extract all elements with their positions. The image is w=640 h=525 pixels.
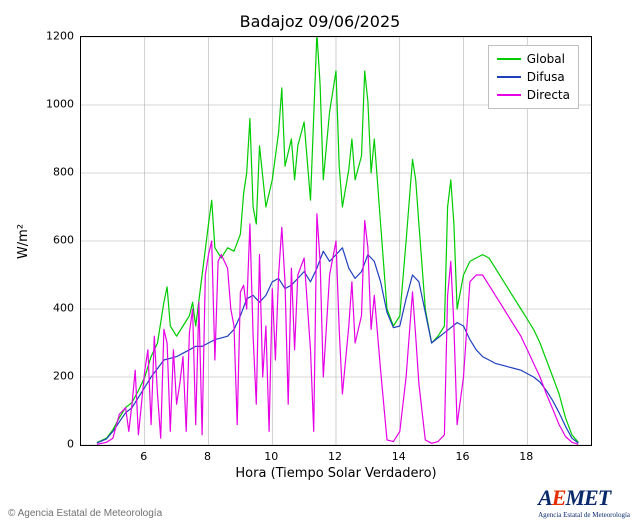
xtick-label: 14 — [392, 450, 406, 463]
chart-title: Badajoz 09/06/2025 — [0, 12, 640, 31]
legend-label: Directa — [527, 86, 570, 104]
ytick-label: 800 — [53, 166, 74, 179]
xtick-label: 18 — [519, 450, 533, 463]
copyright-text: © Agencia Estatal de Meteorología — [8, 508, 162, 519]
xtick-label: 8 — [204, 450, 211, 463]
series-directa — [97, 214, 578, 444]
chart-frame: Badajoz 09/06/2025 W/m² GlobalDifusaDire… — [0, 0, 640, 525]
logo-text: AEMET — [538, 485, 610, 510]
xtick-label: 10 — [264, 450, 278, 463]
aemet-logo: AEMET Agencia Estatal de Meteorología — [538, 485, 630, 519]
ytick-label: 400 — [53, 302, 74, 315]
logo-subtitle: Agencia Estatal de Meteorología — [538, 511, 630, 519]
legend-swatch — [497, 76, 521, 78]
legend-swatch — [497, 58, 521, 60]
legend-item: Global — [497, 50, 570, 68]
xtick-label: 12 — [328, 450, 342, 463]
y-axis-label: W/m² — [14, 36, 34, 446]
ytick-label: 1200 — [46, 30, 74, 43]
ytick-label: 600 — [53, 234, 74, 247]
x-axis-label: Hora (Tiempo Solar Verdadero) — [80, 466, 592, 481]
legend-item: Directa — [497, 86, 570, 104]
legend-item: Difusa — [497, 68, 570, 86]
ytick-label: 0 — [67, 438, 74, 451]
xtick-label: 16 — [456, 450, 470, 463]
xtick-label: 6 — [140, 450, 147, 463]
legend-label: Global — [527, 50, 565, 68]
legend: GlobalDifusaDirecta — [488, 45, 579, 109]
ytick-label: 1000 — [46, 98, 74, 111]
ytick-label: 200 — [53, 370, 74, 383]
plot-area: GlobalDifusaDirecta — [80, 36, 592, 446]
legend-label: Difusa — [527, 68, 565, 86]
legend-swatch — [497, 94, 521, 96]
